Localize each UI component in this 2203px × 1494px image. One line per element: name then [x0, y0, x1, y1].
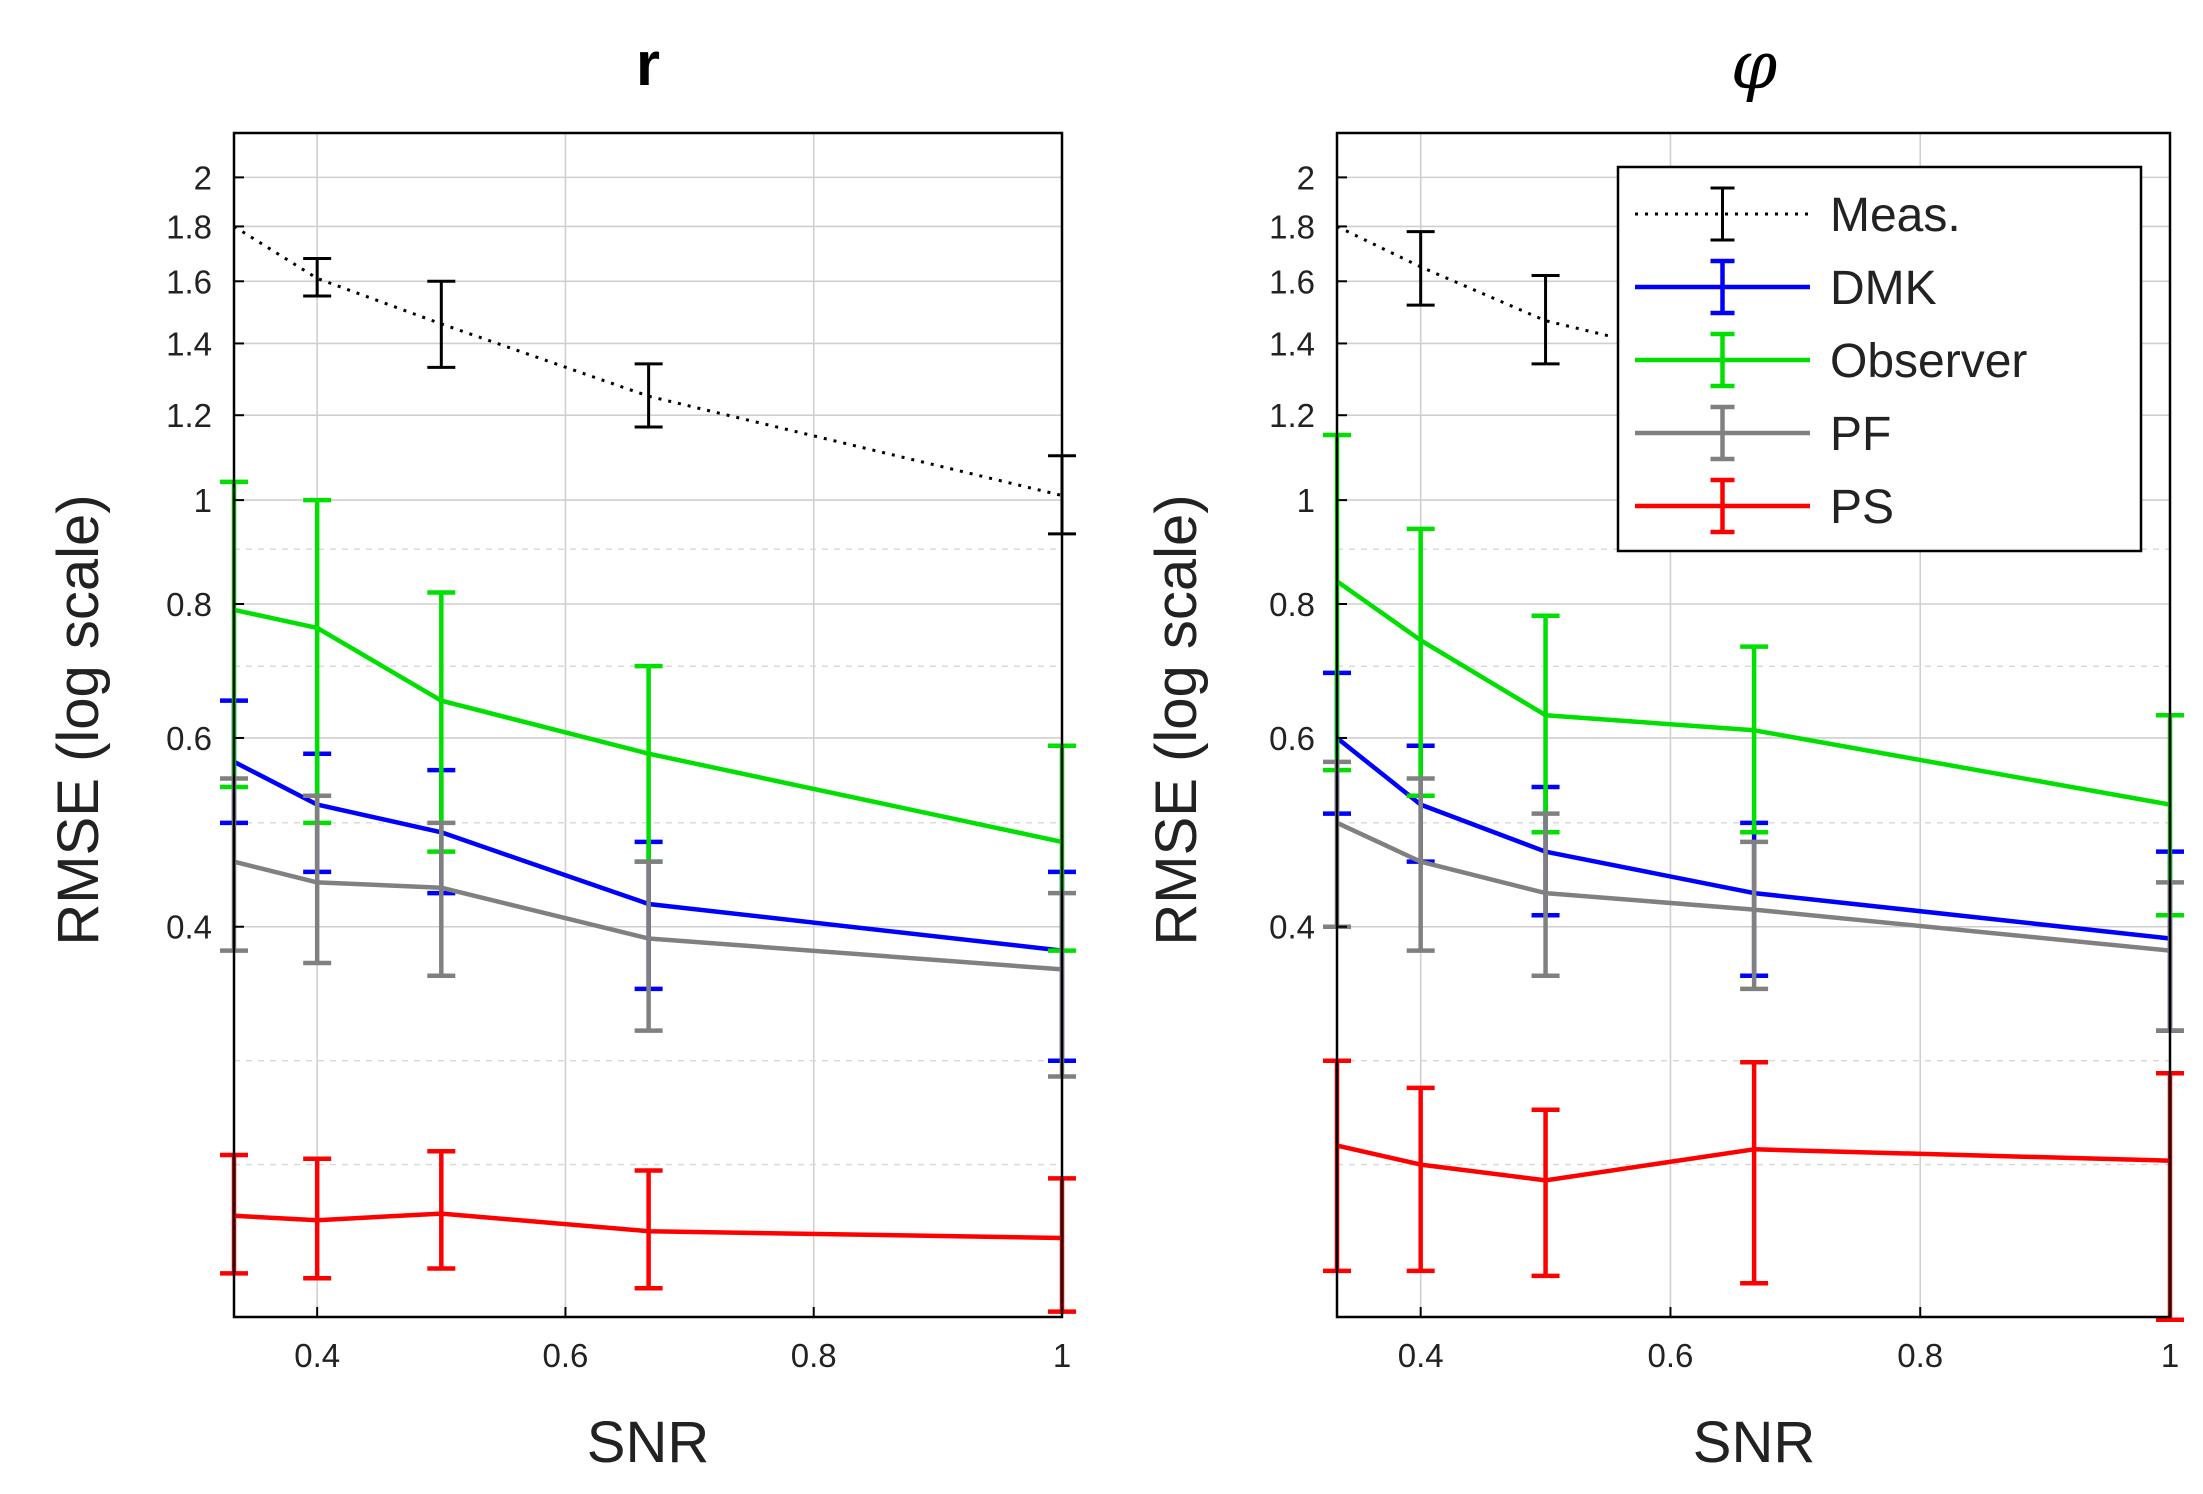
x-tick-label: 0.4 — [294, 1337, 340, 1374]
error-bar-meas — [303, 257, 332, 298]
panel-title-r: r — [636, 30, 660, 99]
x-axis-label-r: SNR — [587, 1410, 709, 1475]
y-tick-label: 0.8 — [166, 586, 212, 623]
error-bar-pf — [303, 793, 332, 966]
error-bar-meas — [1531, 273, 1560, 366]
error-bar-meas — [634, 362, 663, 429]
error-bar-pf — [634, 859, 663, 1033]
error-bar-meas — [427, 279, 456, 369]
error-bar-pf — [1740, 839, 1769, 992]
legend-entry-meas: Meas. — [1635, 186, 1961, 242]
error-bar-pf — [1406, 776, 1435, 953]
y-tick-label: 1 — [194, 482, 212, 519]
error-bar-ps — [1406, 1085, 1435, 1274]
error-bar-ps — [427, 1148, 456, 1271]
error-bar-observer — [1740, 644, 1769, 835]
y-tick-label: 0.6 — [1269, 720, 1315, 757]
panel-title-phi: φ — [1731, 27, 1777, 104]
error-bar-pf — [1531, 811, 1560, 979]
legend: Meas. DMK Observer PF PS — [1616, 165, 2143, 553]
error-bar-meas — [1406, 230, 1435, 307]
error-bar-pf — [427, 820, 456, 979]
y-tick-label: 2 — [1297, 159, 1315, 196]
y-tick-label: 1.8 — [166, 208, 212, 245]
series-meas — [1336, 225, 1609, 366]
y-axis-label-r: RMSE (log scale) — [46, 494, 111, 945]
x-axis-label-phi: SNR — [1693, 1410, 1815, 1475]
y-tick-label: 0.6 — [166, 720, 212, 757]
legend-label-pf: PF — [1830, 408, 1891, 461]
x-tick-label: 0.8 — [1897, 1337, 1943, 1374]
x-tick-label: 0.6 — [543, 1337, 589, 1374]
legend-symbol-dmk — [1635, 258, 1810, 316]
y-tick-label: 0.4 — [166, 909, 212, 946]
legend-symbol-meas — [1635, 186, 1810, 242]
x-tick-label: 1 — [1053, 1337, 1071, 1374]
legend-entry-ps: PS — [1635, 477, 1894, 535]
ticks-r: 0.4 0.6 0.8 1 0.4 0.6 0.8 1 1.2 1.4 1.6 1.8 2 — [166, 159, 1071, 1374]
legend-symbol-pf — [1635, 404, 1810, 462]
legend-entry-pf: PF — [1635, 404, 1891, 462]
legend-label-dmk: DMK — [1830, 262, 1937, 315]
plot-frame-r — [232, 131, 1064, 1319]
error-bar-ps — [1740, 1059, 1769, 1286]
panel-r: r SNR RMSE (log scale) 0.4 0.6 0.8 10.40.60… — [46, 30, 1076, 1475]
panel-phi: φ SNR RMSE (log scale) 0.4 0.6 0.8 10.40.60… — [1144, 27, 2184, 1475]
legend-entry-dmk: DMK — [1635, 258, 1937, 316]
ticks-phi: 0.4 0.6 0.8 1 0.4 0.6 0.8 1 1.2 1.4 1.6 1.8 2 — [1269, 159, 2179, 1374]
legend-symbol-observer — [1635, 331, 1810, 389]
y-tick-label: 1.6 — [166, 263, 212, 300]
y-tick-label: 1.4 — [1269, 325, 1315, 362]
y-axis-label-phi: RMSE (log scale) — [1144, 494, 1209, 945]
y-tick-label: 1 — [1297, 482, 1315, 519]
error-bar-ps — [634, 1168, 663, 1291]
legend-label-observer: Observer — [1830, 335, 2027, 388]
x-tick-label: 1 — [2161, 1337, 2179, 1374]
y-tick-label: 1.6 — [1269, 263, 1315, 300]
legend-entry-observer: Observer — [1635, 331, 2027, 389]
x-tick-label: 0.4 — [1398, 1337, 1444, 1374]
error-bar-ps — [303, 1156, 332, 1281]
y-tick-label: 1.8 — [1269, 208, 1315, 245]
y-tick-label: 0.8 — [1269, 586, 1315, 623]
legend-label-meas: Meas. — [1830, 189, 1961, 242]
error-bar-ps — [1531, 1107, 1560, 1279]
y-tick-label: 0.4 — [1269, 909, 1315, 946]
plot-frame-phi — [1335, 131, 2172, 1319]
x-tick-label: 0.6 — [1648, 1337, 1694, 1374]
y-tick-label: 1.2 — [1269, 397, 1315, 434]
x-tick-label: 0.8 — [791, 1337, 837, 1374]
y-tick-label: 2 — [194, 159, 212, 196]
y-tick-label: 1.2 — [166, 397, 212, 434]
legend-symbol-ps — [1635, 477, 1810, 535]
legend-label-ps: PS — [1830, 481, 1894, 534]
series-line-meas — [1336, 225, 1609, 338]
y-tick-label: 1.4 — [166, 325, 212, 362]
